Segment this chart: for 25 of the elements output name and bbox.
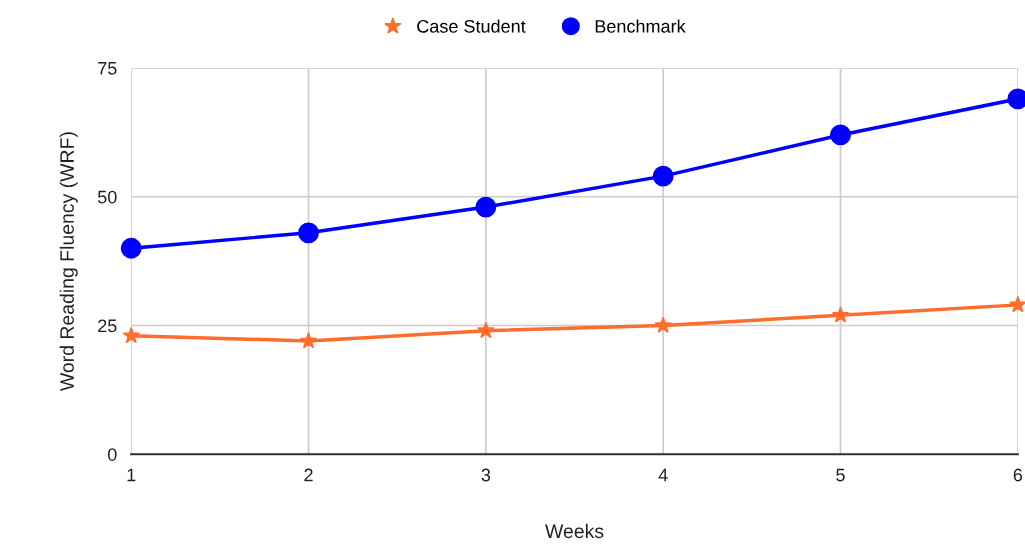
x-tick-label: 4 — [658, 468, 668, 482]
x-tick-label: 5 — [836, 468, 845, 482]
point — [298, 222, 319, 244]
x-tick-label: 2 — [304, 468, 313, 482]
y-axis-title: Word Reading Fluency (WRF) — [59, 132, 78, 392]
point — [475, 196, 497, 218]
x-tick-label: 6 — [1013, 468, 1023, 482]
legend-label: Case Student — [417, 19, 526, 33]
x-axis-title: Weeks — [545, 523, 604, 539]
point — [122, 326, 140, 344]
y-tick-label: 75 — [98, 62, 117, 75]
point — [477, 321, 495, 339]
point — [1009, 295, 1025, 313]
y-tick-label: 0 — [107, 448, 117, 461]
point — [120, 237, 142, 259]
point — [652, 165, 674, 187]
point — [830, 124, 851, 146]
y-tick-label: 25 — [98, 319, 117, 333]
x-tick-label: 1 — [127, 468, 136, 482]
point — [831, 306, 850, 323]
y-tick-label: 50 — [97, 190, 117, 204]
point — [299, 331, 318, 349]
x-tick-label: 3 — [481, 468, 491, 482]
legend-label: Benchmark — [595, 19, 686, 33]
point — [654, 316, 672, 333]
